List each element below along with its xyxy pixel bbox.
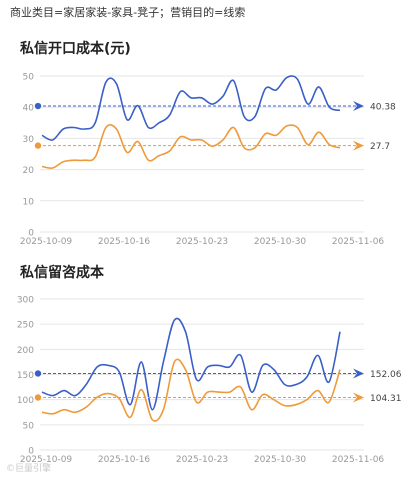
x-tick-label: 2025-11-06 <box>332 237 385 247</box>
x-tick-label: 2025-10-30 <box>254 237 307 247</box>
reference-value-label: 152.06 <box>370 370 402 380</box>
reference-start-dot <box>34 370 42 377</box>
chart-title-lead-cost: 私信留咨成本 <box>20 265 104 281</box>
chart-title-open-cost: 私信开口成本(元) <box>20 41 131 57</box>
y-tick-label: 250 <box>17 321 34 331</box>
y-tick-label: 200 <box>17 346 34 356</box>
reference-arrow-icon <box>353 392 364 403</box>
reference-arrow-icon <box>353 101 364 112</box>
y-tick-label: 20 <box>23 166 35 176</box>
reference-arrow-icon <box>353 140 364 151</box>
y-tick-label: 0 <box>28 229 34 239</box>
x-tick-label: 2025-10-09 <box>20 237 73 247</box>
y-tick-label: 0 <box>28 447 34 457</box>
filter-description: 商业类目=家居家装-家具-凳子；营销目的=线索 <box>10 6 246 19</box>
x-tick-label: 2025-10-16 <box>98 455 151 465</box>
y-tick-label: 30 <box>23 135 35 145</box>
y-tick-label: 300 <box>17 296 34 306</box>
x-tick-label: 2025-10-30 <box>254 455 307 465</box>
x-tick-label: 2025-10-16 <box>98 237 151 247</box>
series-line <box>41 124 341 169</box>
y-tick-label: 50 <box>23 421 35 431</box>
reference-start-dot <box>34 142 42 149</box>
x-tick-label: 2025-10-23 <box>176 237 228 247</box>
y-tick-label: 150 <box>17 371 34 381</box>
x-tick-label: 2025-11-06 <box>332 455 385 465</box>
y-tick-label: 40 <box>23 104 35 114</box>
reference-start-dot <box>34 394 42 401</box>
x-tick-label: 2025-10-23 <box>176 455 228 465</box>
reference-arrow-icon <box>353 368 364 379</box>
watermark: ©巨量引擎 <box>6 464 52 474</box>
series-line <box>41 75 341 141</box>
reference-start-dot <box>34 102 42 110</box>
chart-lead-cost: 0 50 100 150 200 250 300 2025-10-09 2025-10-16 20… <box>17 296 402 466</box>
reference-value-label: 27.7 <box>370 142 390 152</box>
y-tick-label: 100 <box>17 396 34 406</box>
series-line <box>41 358 341 422</box>
x-tick-label: 2025-10-09 <box>20 455 73 465</box>
reference-value-label: 40.38 <box>370 103 396 113</box>
chart-open-cost: 0 10 20 30 40 50 2025-10-09 2025-10-16 2025-10-2… <box>20 73 396 248</box>
y-tick-label: 50 <box>23 73 35 83</box>
y-tick-label: 10 <box>23 197 35 207</box>
reference-value-label: 104.31 <box>370 394 402 404</box>
series-line <box>41 317 341 411</box>
